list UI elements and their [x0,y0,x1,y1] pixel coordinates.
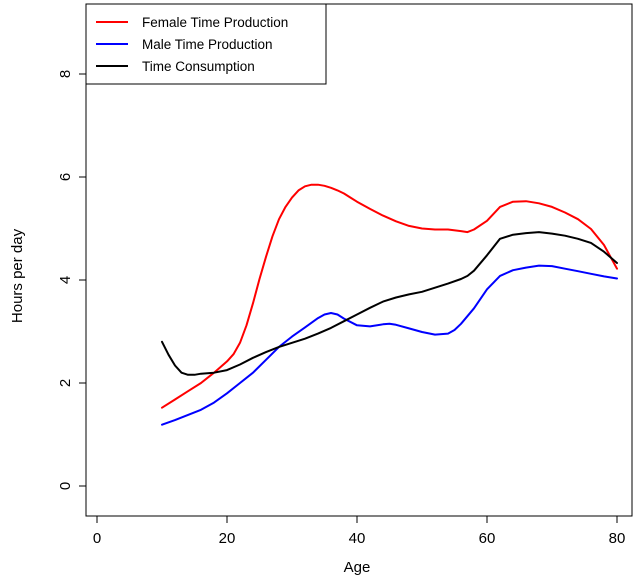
y-tick-label: 2 [57,379,74,387]
series-line-3 [161,231,618,376]
x-axis-label: Age [344,559,371,576]
x-tick-label: 80 [609,530,626,547]
legend: Female Time Production Male Time Producti… [85,3,327,85]
y-axis: 0 2 4 6 8 [57,70,86,490]
y-tick-label: 6 [57,173,74,181]
legend-label-1: Female Time Production [142,15,288,30]
y-tick-label: 0 [57,482,74,490]
series-layer [161,183,618,426]
x-axis: 0 20 40 60 80 [93,516,626,547]
legend-label-2: Male Time Production [142,37,273,52]
x-tick-label: 60 [479,530,496,547]
y-tick-label: 8 [57,70,74,78]
plot-frame [85,3,633,517]
series-line-1 [161,183,618,409]
series-line-2 [161,264,618,426]
y-tick-label: 4 [57,276,74,284]
x-tick-label: 40 [349,530,366,547]
plot-border [85,3,633,517]
x-tick-label: 0 [93,530,101,547]
x-tick-label: 20 [219,530,236,547]
legend-label-3: Time Consumption [142,59,255,74]
y-axis-label: Hours per day [9,228,26,323]
